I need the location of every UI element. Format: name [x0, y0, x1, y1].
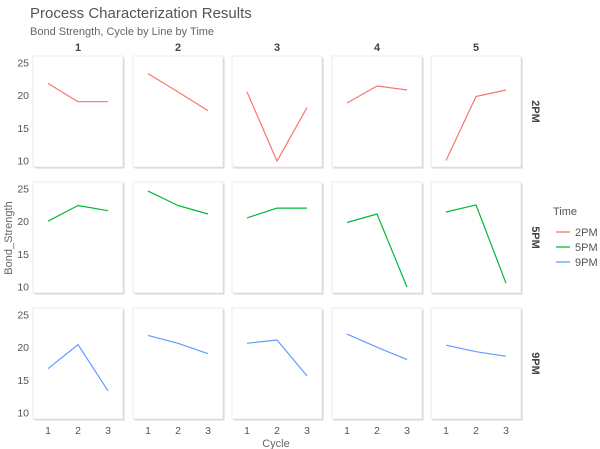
panel-2PM-3	[231, 55, 323, 168]
x-tick-label: 3	[205, 425, 211, 437]
x-axis-label: Cycle	[262, 438, 290, 449]
x-tick-label: 1	[443, 425, 449, 437]
strip-label-column: 5	[473, 42, 479, 54]
panel-2PM-4	[331, 55, 423, 168]
x-tick-label: 3	[304, 425, 310, 437]
x-tick-label: 2	[473, 425, 479, 437]
panel-2PM-2	[132, 55, 224, 168]
chart-title: Process Characterization Results	[30, 5, 252, 22]
y-tick-label: 25	[17, 310, 29, 322]
legend-label: 2PM	[575, 227, 598, 239]
series-line-5PM-5	[445, 204, 507, 284]
y-tick-label: 15	[17, 375, 29, 387]
series-line-9PM-2	[147, 334, 209, 355]
panel-2PM-5	[430, 55, 522, 168]
y-tick-label: 20	[17, 342, 29, 354]
legend-label: 5PM	[575, 242, 598, 254]
series-line-5PM-2	[147, 190, 209, 215]
panel-5PM-5	[430, 181, 522, 294]
series-line-9PM-5	[445, 344, 507, 357]
y-tick-label: 20	[17, 90, 29, 102]
y-tick-label: 15	[17, 123, 29, 135]
series-line-5PM-3	[246, 207, 307, 219]
panel-9PM-1	[32, 307, 124, 420]
y-tick-label: 25	[17, 58, 29, 70]
y-tick-label: 10	[17, 281, 29, 293]
x-tick-label: 3	[404, 425, 410, 437]
panel-9PM-5	[430, 307, 522, 420]
panel-5PM-1	[32, 181, 124, 294]
panel-2PM-1	[32, 55, 124, 168]
legend: Time 2PM 5PM 9PM	[553, 206, 598, 269]
strip-label-row: 9PM	[529, 352, 541, 375]
y-tick-label: 10	[17, 407, 29, 419]
chart-subtitle: Bond Strength, Cycle by Line by Time	[30, 26, 214, 38]
panel-9PM-4	[331, 307, 423, 420]
series-line-9PM-4	[346, 333, 408, 361]
series-line-5PM-4	[346, 213, 408, 288]
series-line-2PM-1	[47, 82, 108, 103]
x-tick-label: 3	[105, 425, 111, 437]
x-tick-label: 2	[175, 425, 181, 437]
x-tick-label: 2	[75, 425, 81, 437]
x-tick-label: 1	[145, 425, 151, 437]
panel-9PM-3	[231, 307, 323, 420]
x-tick-label: 1	[244, 425, 250, 437]
strip-label-column: 1	[75, 42, 81, 54]
x-tick-label: 1	[45, 425, 51, 437]
x-tick-label: 2	[274, 425, 280, 437]
facet-grid: 1 2 3 4 5 2PM 5PM 9PM 10 15 20 25 10 15 20 25 10 15 20 25 1 2…	[17, 42, 541, 437]
strip-label-column: 2	[175, 42, 181, 54]
series-line-2PM-4	[346, 85, 408, 104]
series-line-9PM-3	[246, 339, 308, 377]
panel-5PM-4	[331, 181, 423, 294]
x-tick-label: 3	[503, 425, 509, 437]
panel-9PM-2	[132, 307, 224, 420]
strip-label-row: 2PM	[529, 100, 541, 123]
legend-title: Time	[553, 206, 577, 218]
y-axis-label: Bond_Strength	[3, 201, 15, 274]
series-line-9PM-1	[47, 344, 109, 392]
y-tick-label: 20	[17, 216, 29, 228]
strip-label-column: 3	[274, 42, 280, 54]
strip-label-column: 4	[374, 42, 381, 54]
panel-5PM-2	[132, 181, 224, 294]
y-tick-label: 10	[17, 155, 29, 167]
panel-5PM-3	[231, 181, 323, 294]
series-line-2PM-5	[445, 89, 507, 161]
series-line-2PM-3	[246, 91, 308, 162]
legend-label: 9PM	[575, 257, 598, 269]
series-line-5PM-1	[47, 204, 109, 222]
x-tick-label: 1	[344, 425, 350, 437]
series-line-2PM-2	[147, 73, 209, 112]
strip-label-row: 5PM	[529, 226, 541, 249]
y-tick-label: 25	[17, 184, 29, 196]
y-tick-label: 15	[17, 249, 29, 261]
x-tick-label: 2	[374, 425, 380, 437]
